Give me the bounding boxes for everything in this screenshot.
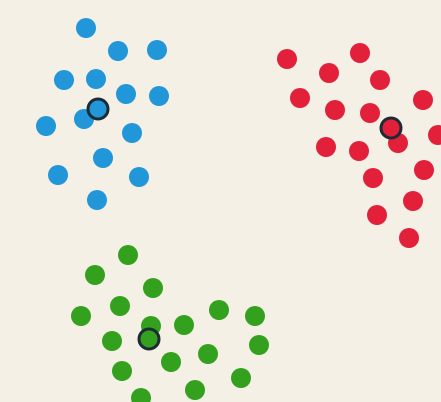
green-point-0	[118, 245, 138, 265]
green-point-5	[174, 315, 194, 335]
green-point-3	[110, 296, 130, 316]
green-point-11	[249, 335, 269, 355]
blue-point-4	[86, 69, 106, 89]
blue-point-12	[129, 167, 149, 187]
red-point-15	[367, 205, 387, 225]
green-point-14	[231, 368, 251, 388]
red-point-2	[319, 63, 339, 83]
green-point-8	[102, 331, 122, 351]
green-point-6	[209, 300, 229, 320]
green-point-4	[71, 306, 91, 326]
cluster-red	[277, 43, 441, 248]
blue-point-3	[54, 70, 74, 90]
blue-point-6	[149, 86, 169, 106]
red-point-14	[403, 191, 423, 211]
blue-point-0	[76, 18, 96, 38]
cluster-green	[71, 245, 269, 402]
green-centroid-marker	[139, 329, 159, 349]
red-point-16	[399, 228, 419, 248]
blue-point-10	[93, 148, 113, 168]
green-point-15	[185, 380, 205, 400]
blue-point-1	[108, 41, 128, 61]
red-centroid-marker	[381, 118, 401, 138]
red-point-4	[290, 88, 310, 108]
red-point-1	[350, 43, 370, 63]
red-point-0	[277, 49, 297, 69]
blue-point-7	[36, 116, 56, 136]
green-point-12	[161, 352, 181, 372]
blue-point-5	[116, 84, 136, 104]
red-point-6	[360, 103, 380, 123]
green-point-1	[85, 265, 105, 285]
red-point-10	[316, 137, 336, 157]
red-point-7	[413, 90, 433, 110]
red-point-3	[370, 70, 390, 90]
red-point-13	[363, 168, 383, 188]
green-point-2	[143, 278, 163, 298]
green-point-10	[198, 344, 218, 364]
green-point-13	[112, 361, 132, 381]
blue-centroid-marker	[88, 99, 108, 119]
cluster-blue	[36, 18, 169, 210]
red-point-9	[428, 125, 441, 145]
red-point-11	[349, 141, 369, 161]
blue-point-2	[147, 40, 167, 60]
red-point-5	[325, 100, 345, 120]
green-point-7	[245, 306, 265, 326]
red-point-12	[414, 160, 434, 180]
blue-point-13	[87, 190, 107, 210]
blue-point-11	[48, 165, 68, 185]
green-point-16	[131, 388, 151, 402]
blue-point-9	[122, 123, 142, 143]
